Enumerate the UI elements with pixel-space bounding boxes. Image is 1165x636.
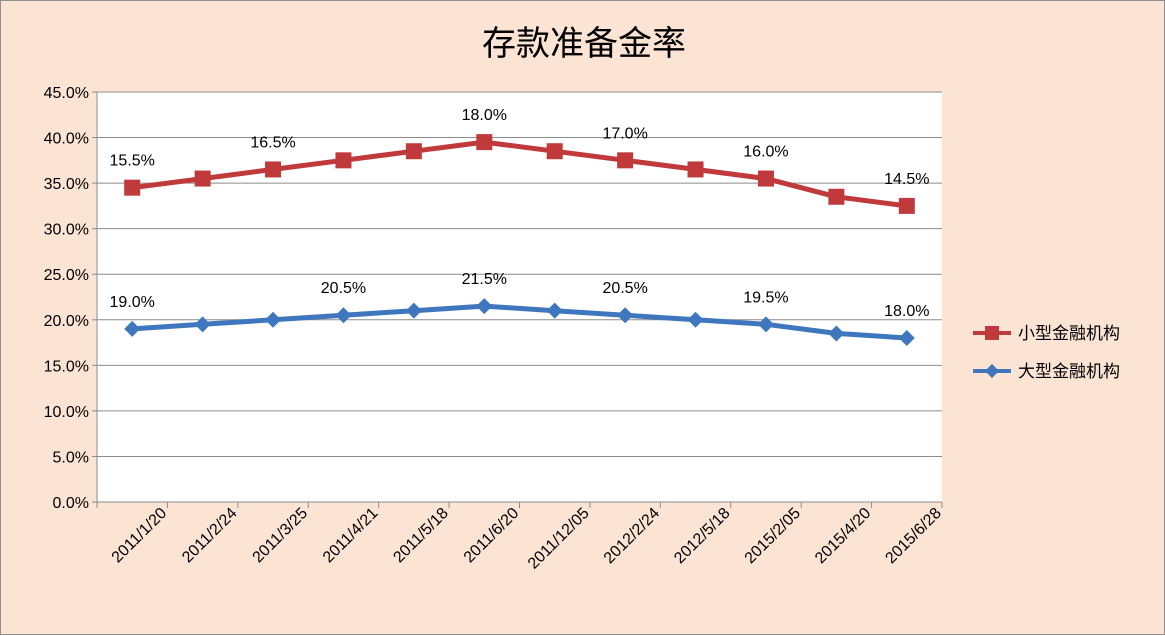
y-tick-label: 15.0% — [44, 358, 89, 375]
y-tick-label: 35.0% — [44, 176, 89, 193]
legend-label: 大型金融机构 — [1018, 362, 1120, 382]
x-tick-label: 2011/3/25 — [250, 505, 312, 567]
data-point — [335, 307, 352, 324]
y-tick-label: 40.0% — [44, 131, 89, 148]
data-point — [828, 325, 845, 342]
y-tick-label: 20.0% — [44, 313, 89, 330]
x-tick-label: 2011/5/18 — [390, 505, 452, 567]
y-tick-label: 30.0% — [44, 222, 89, 239]
x-tick-label: 2011/2/24 — [179, 505, 241, 567]
data-point — [124, 179, 141, 196]
x-tick-label: 2011/4/21 — [320, 505, 382, 567]
data-label: 19.0% — [110, 294, 155, 311]
data-label: 16.5% — [250, 134, 295, 151]
data-point — [405, 143, 422, 160]
data-point — [828, 188, 845, 205]
data-point — [194, 170, 211, 187]
data-point — [546, 143, 563, 160]
data-point — [476, 134, 493, 151]
series-layer — [124, 134, 915, 346]
data-point — [335, 152, 352, 169]
x-tick-label: 2012/2/24 — [601, 505, 663, 567]
legend-marker — [985, 364, 999, 378]
data-label: 21.5% — [462, 271, 507, 288]
y-tick-label: 25.0% — [44, 267, 89, 284]
legend-label: 小型金融机构 — [1018, 324, 1120, 344]
data-label: 19.5% — [743, 289, 788, 306]
legend-marker — [985, 326, 999, 340]
data-label: 18.0% — [884, 303, 929, 320]
data-label: 20.5% — [321, 280, 366, 297]
y-tick-label: 45.0% — [44, 85, 89, 102]
data-point — [476, 298, 493, 315]
data-point — [617, 152, 634, 169]
data-point — [617, 307, 634, 324]
data-point — [898, 197, 915, 214]
data-label: 15.5% — [110, 153, 155, 170]
x-tick-label: 2015/2/05 — [742, 505, 804, 567]
data-point — [757, 316, 774, 333]
x-tick-label: 2012/5/18 — [671, 505, 733, 567]
data-point — [265, 311, 282, 328]
x-tick-label: 2015/4/20 — [812, 505, 874, 567]
y-tick-label: 10.0% — [44, 404, 89, 421]
series-line — [129, 303, 910, 341]
x-tick-label: 2011/12/05 — [525, 505, 593, 573]
data-point — [405, 302, 422, 319]
plot-area — [97, 92, 942, 502]
data-label: 18.0% — [462, 107, 507, 124]
gridlines — [97, 91, 942, 503]
data-labels: 15.5% 16.5% 18.0% 17.0% 16.0% 14.5% 19.0% 20.5%… — [110, 107, 930, 320]
data-point — [757, 170, 774, 187]
data-label: 20.5% — [602, 280, 647, 297]
chart-title: 存款准备金率 — [482, 24, 686, 64]
data-label: 16.0% — [743, 144, 788, 161]
series-line — [129, 139, 910, 209]
data-label: 14.5% — [884, 171, 929, 188]
y-tick-label: 5.0% — [53, 449, 89, 466]
data-point — [687, 311, 704, 328]
y-tick-label: 0.0% — [53, 495, 89, 512]
data-point — [687, 161, 704, 178]
data-point — [546, 302, 563, 319]
x-tick-label: 2015/6/28 — [882, 505, 944, 567]
data-point — [265, 161, 282, 178]
data-point — [898, 330, 915, 346]
x-tick-label: 2011/1/20 — [109, 505, 171, 567]
data-label: 17.0% — [602, 125, 647, 142]
data-point — [194, 316, 211, 333]
x-tick-label: 2011/6/20 — [461, 505, 523, 567]
